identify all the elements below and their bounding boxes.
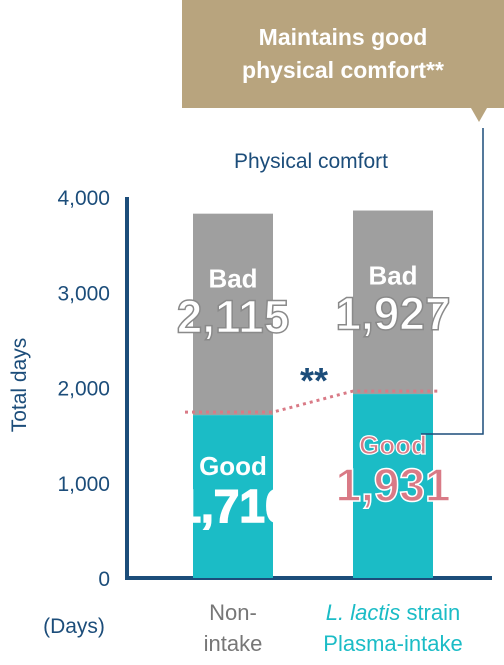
bar-bad-series-label: Bad bbox=[368, 261, 417, 291]
trend-dotted-line bbox=[185, 389, 441, 414]
bar-good-value-label: 1,710 bbox=[175, 480, 290, 532]
callout-line-2: physical comfort** bbox=[242, 57, 444, 83]
chart-title: Physical comfort bbox=[234, 150, 388, 173]
x-category-label-line1: Non- bbox=[209, 600, 257, 625]
bar-bad bbox=[193, 213, 273, 416]
callout-box: Maintains good physical comfort** bbox=[182, 0, 504, 108]
bar-bad bbox=[353, 210, 433, 395]
y-tick-label: 4,000 bbox=[57, 187, 110, 210]
significance-marker: ** bbox=[300, 360, 328, 401]
bar-bad-value-label: 1,927 bbox=[335, 288, 450, 340]
y-unit-label: (Days) bbox=[43, 615, 105, 638]
bar-good-series-label: Good bbox=[199, 451, 267, 481]
bar-good bbox=[193, 415, 273, 578]
callout-connector-line bbox=[421, 128, 484, 435]
callout-line-1: Maintains good bbox=[258, 24, 428, 50]
x-category-label-part: L. lactis bbox=[326, 600, 401, 625]
y-tick-label: 3,000 bbox=[57, 282, 110, 305]
y-tick-label: 2,000 bbox=[57, 378, 110, 401]
y-tick-label: 1,000 bbox=[57, 473, 110, 496]
bar-good bbox=[353, 394, 433, 578]
y-axis-label: Total days bbox=[8, 338, 31, 433]
bar-good-series-label: Good bbox=[359, 430, 427, 460]
bar-bad-value-label: 2,115 bbox=[177, 291, 290, 343]
x-category-label-line2: intake bbox=[204, 631, 263, 656]
bar-bad-series-label: Bad bbox=[208, 264, 257, 294]
bar-good-value-label: 1,931 bbox=[335, 459, 450, 511]
callout-tail bbox=[471, 108, 487, 122]
x-category-label-line2: Plasma-intake bbox=[323, 631, 462, 656]
x-category-label-part: strain bbox=[400, 600, 460, 625]
y-tick-label: 0 bbox=[98, 568, 110, 591]
x-category-label-part: Non- bbox=[209, 600, 257, 625]
x-category-label-line1: L. lactis strain bbox=[326, 600, 461, 625]
